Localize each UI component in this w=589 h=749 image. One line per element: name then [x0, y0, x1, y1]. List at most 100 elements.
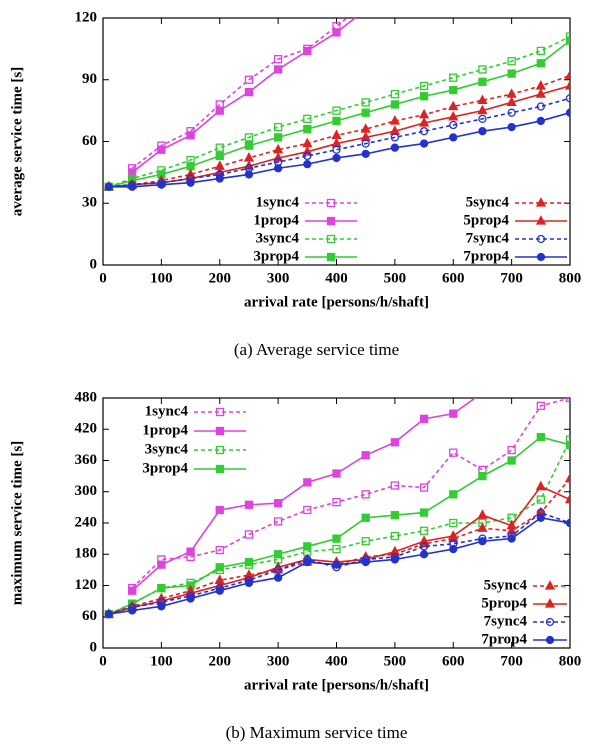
marker	[186, 178, 195, 187]
marker	[449, 85, 458, 95]
marker	[157, 602, 166, 611]
legend-marker	[326, 234, 336, 244]
marker	[332, 534, 341, 543]
x-tick-label: 0	[99, 653, 107, 669]
marker	[157, 145, 166, 154]
marker	[418, 535, 430, 545]
x-tick-label: 500	[384, 270, 407, 286]
y-tick-label: 120	[75, 9, 98, 25]
marker	[273, 65, 283, 74]
marker	[244, 75, 254, 84]
marker	[564, 69, 570, 80]
marker	[273, 122, 283, 132]
legend-marker	[536, 234, 546, 244]
marker	[332, 469, 341, 478]
legend-marker	[326, 198, 336, 208]
y-tick-label: 480	[75, 389, 98, 405]
marker	[507, 69, 516, 78]
marker	[565, 108, 570, 117]
legend-label: 5prop4	[481, 595, 527, 611]
marker	[507, 456, 516, 465]
legend-label: 1sync4	[145, 403, 189, 419]
marker	[419, 81, 429, 91]
marker	[419, 127, 429, 136]
marker	[565, 440, 570, 450]
marker	[418, 117, 430, 127]
marker	[186, 547, 195, 556]
marker	[389, 545, 400, 556]
marker	[362, 6, 369, 13]
marker	[536, 102, 545, 111]
marker	[449, 133, 458, 142]
marker	[478, 77, 487, 86]
marker	[448, 100, 459, 111]
marker	[535, 480, 546, 491]
marker	[506, 519, 517, 530]
legend-label: 5prop4	[463, 212, 509, 228]
marker	[244, 500, 254, 509]
legend-label: 1sync4	[256, 194, 300, 210]
legend-label: 3sync4	[145, 441, 189, 457]
marker	[390, 481, 400, 490]
marker	[477, 509, 488, 519]
marker	[273, 499, 283, 508]
marker	[244, 87, 254, 97]
x-tick-label: 400	[325, 270, 348, 286]
legend-label: 5sync4	[484, 577, 528, 593]
marker	[361, 98, 370, 107]
marker	[332, 498, 341, 507]
legend-marker	[326, 216, 336, 226]
legend-label: 7sync4	[484, 613, 528, 629]
marker	[535, 80, 546, 90]
marker	[244, 578, 254, 588]
marker	[449, 409, 458, 418]
marker	[390, 531, 400, 541]
marker	[506, 524, 517, 535]
legend-label: 7prop4	[481, 631, 527, 647]
marker	[536, 401, 545, 410]
legend-label: 1prop4	[253, 212, 299, 228]
x-tick-label: 600	[442, 653, 465, 669]
marker	[244, 530, 254, 539]
marker	[303, 542, 312, 551]
marker	[448, 530, 459, 540]
y-axis-label: maximum service time [s]	[9, 441, 25, 606]
marker	[390, 555, 400, 564]
marker	[215, 545, 224, 555]
x-tick-label: 400	[325, 653, 348, 669]
marker	[419, 508, 429, 517]
marker	[157, 583, 166, 593]
marker	[361, 557, 370, 567]
x-tick-label: 200	[209, 653, 232, 669]
marker	[389, 115, 400, 125]
marker	[273, 565, 283, 575]
marker	[565, 36, 570, 45]
marker	[477, 104, 488, 115]
x-tick-label: 0	[99, 270, 107, 286]
marker	[128, 168, 137, 177]
legend-marker	[215, 426, 225, 436]
marker	[361, 490, 370, 499]
y-tick-label: 240	[75, 514, 98, 530]
marker	[104, 609, 113, 619]
marker	[273, 55, 283, 64]
marker	[332, 28, 341, 37]
legend-label: 3sync4	[256, 230, 300, 246]
chart: 0 30 60 90 120 0 100 200 300 400 500 600 700 800 arriv…	[9, 6, 582, 358]
marker	[536, 495, 545, 504]
marker	[535, 88, 546, 98]
marker	[419, 483, 429, 492]
marker	[536, 46, 545, 56]
marker	[215, 106, 224, 115]
x-tick-label: 800	[559, 270, 582, 286]
marker	[332, 153, 341, 163]
legend-label: 3prop4	[253, 248, 299, 264]
legend-marker	[215, 464, 225, 474]
marker	[332, 116, 341, 126]
marker	[449, 448, 458, 457]
marker	[390, 511, 400, 520]
marker	[418, 108, 430, 119]
marker	[361, 451, 370, 460]
marker	[507, 108, 516, 117]
